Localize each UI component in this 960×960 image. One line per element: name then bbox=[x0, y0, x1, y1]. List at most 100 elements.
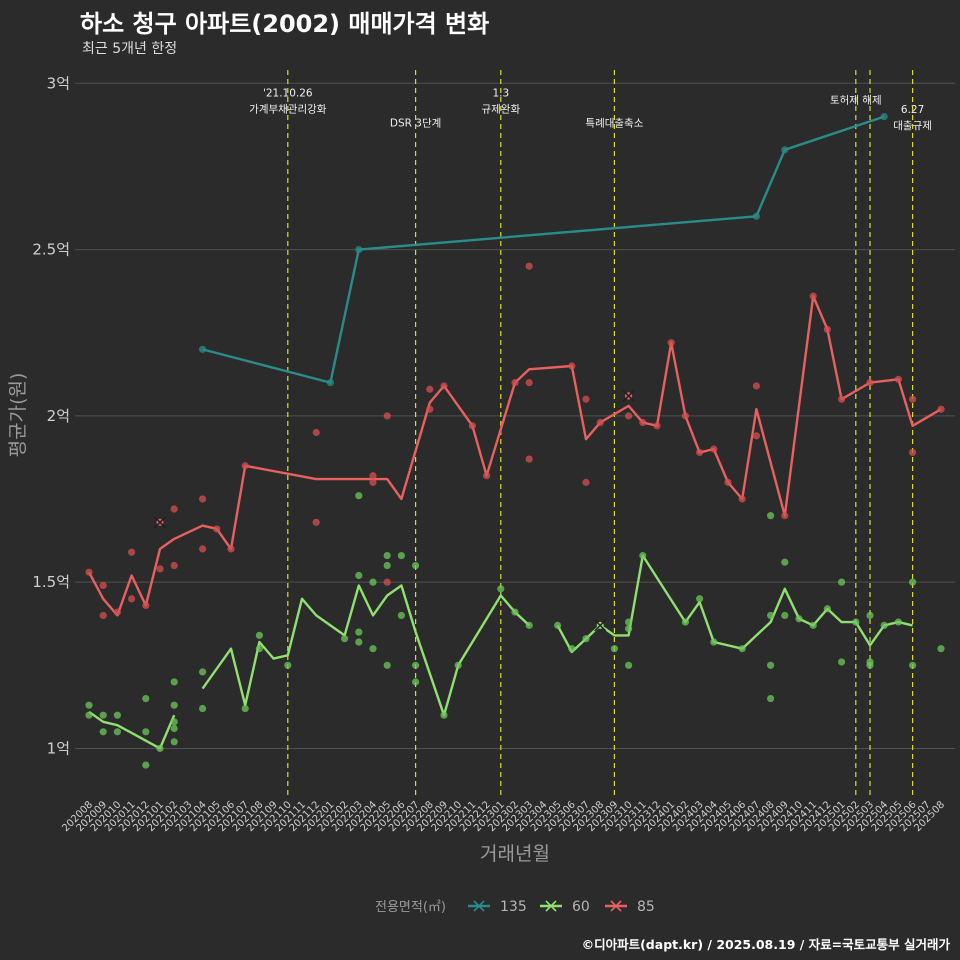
scatter-point-135 bbox=[355, 245, 363, 254]
scatter-point-60 bbox=[639, 551, 647, 560]
legend-item-85: 85 bbox=[605, 899, 655, 915]
scatter-point-60 bbox=[397, 611, 405, 620]
scatter-point-60 bbox=[170, 678, 178, 686]
chart-title: 하소 청구 아파트(2002) 매매가격 변화 bbox=[80, 10, 490, 38]
scatter-point-85 bbox=[582, 395, 590, 403]
scatter-point-85 bbox=[369, 478, 377, 486]
scatter-point-85 bbox=[113, 608, 121, 616]
scatter-point-60 bbox=[99, 728, 107, 736]
event-label: 규제완화 bbox=[481, 103, 520, 116]
scatter-point-60 bbox=[170, 718, 178, 726]
scatter-point-85 bbox=[653, 422, 661, 430]
scatter-point-85 bbox=[426, 385, 434, 393]
legend-title: 전용면적(㎡) bbox=[375, 900, 446, 915]
scatter-point-85 bbox=[369, 472, 377, 480]
scatter-point-60 bbox=[582, 635, 590, 643]
scatter-point-60 bbox=[710, 638, 718, 646]
scatter-point-60 bbox=[823, 605, 832, 613]
scatter-point-60 bbox=[767, 694, 775, 703]
scatter-point-60 bbox=[412, 561, 420, 570]
y-axis-ticks: 1억 1.5억 2억 2.5억 3억 bbox=[32, 74, 70, 757]
series-line-135 bbox=[202, 115, 885, 384]
legend-item-135: 135 bbox=[468, 899, 527, 915]
scatter-point-85 bbox=[809, 292, 817, 300]
cross-stroke bbox=[594, 619, 607, 632]
series-lines bbox=[87, 115, 942, 750]
event-label: '21.10.26 bbox=[263, 88, 313, 100]
legend-swatch-cross bbox=[545, 900, 557, 912]
scatter-points bbox=[85, 112, 945, 769]
scatter-point-135 bbox=[326, 379, 334, 387]
scatter-point-85 bbox=[909, 448, 917, 457]
scatter-point-60 bbox=[696, 595, 704, 603]
scatter-point-60 bbox=[937, 645, 945, 653]
scatter-point-60 bbox=[767, 512, 775, 520]
legend-label-135: 135 bbox=[500, 899, 527, 915]
scatter-point-60 bbox=[355, 628, 363, 636]
scatter-point-85 bbox=[170, 561, 178, 570]
scatter-point-85 bbox=[128, 595, 136, 603]
scatter-point-60 bbox=[511, 608, 519, 616]
scatter-point-135 bbox=[781, 146, 789, 154]
scatter-point-60 bbox=[781, 558, 789, 566]
scatter-point-85 bbox=[752, 432, 761, 440]
scatter-point-60 bbox=[838, 658, 846, 666]
scatter-point-60 bbox=[454, 661, 462, 669]
scatter-point-60 bbox=[738, 645, 746, 653]
scatter-point-60 bbox=[255, 645, 263, 653]
legend-swatch-cross bbox=[473, 900, 485, 912]
y-tick-label: 1억 bbox=[47, 739, 70, 757]
scatter-point-60 bbox=[525, 621, 533, 629]
scatter-point-85 bbox=[99, 581, 107, 590]
scatter-point-60 bbox=[497, 585, 505, 593]
scatter-point-85 bbox=[468, 422, 476, 430]
y-tick-label: 2억 bbox=[47, 407, 70, 425]
event-label: 가계부채관리강화 bbox=[249, 104, 327, 116]
scatter-point-85 bbox=[199, 495, 207, 503]
scatter-point-85 bbox=[752, 382, 761, 390]
scatter-point-60 bbox=[781, 611, 789, 620]
highlight-crosses bbox=[153, 389, 635, 632]
scatter-point-85 bbox=[483, 472, 491, 480]
scatter-point-60 bbox=[170, 701, 178, 709]
scatter-point-60 bbox=[383, 561, 391, 570]
scatter-point-85 bbox=[213, 525, 221, 533]
cross-stroke bbox=[622, 389, 635, 402]
scatter-point-60 bbox=[142, 694, 150, 703]
scatter-point-85 bbox=[838, 395, 846, 403]
scatter-point-60 bbox=[241, 704, 249, 713]
scatter-point-60 bbox=[397, 551, 405, 560]
scatter-point-85 bbox=[142, 601, 150, 610]
scatter-point-85 bbox=[866, 379, 874, 387]
legend-item-60: 60 bbox=[540, 899, 590, 915]
event-label: 6.27 bbox=[901, 104, 924, 116]
scatter-point-60 bbox=[170, 724, 178, 733]
cross-stroke bbox=[153, 516, 167, 529]
scatter-point-60 bbox=[85, 701, 93, 709]
scatter-point-85 bbox=[227, 545, 235, 553]
grid-lines bbox=[75, 82, 955, 749]
scatter-point-85 bbox=[199, 545, 207, 553]
scatter-point-85 bbox=[937, 405, 945, 413]
scatter-point-85 bbox=[625, 412, 633, 420]
scatter-point-85 bbox=[128, 548, 136, 556]
scatter-point-85 bbox=[525, 379, 533, 387]
y-tick-label: 3억 bbox=[47, 74, 70, 92]
y-axis-label: 평균가(원) bbox=[7, 373, 29, 458]
scatter-point-60 bbox=[142, 761, 150, 769]
scatter-point-60 bbox=[795, 615, 803, 623]
cross-marker-60 bbox=[594, 619, 607, 632]
scatter-point-85 bbox=[525, 455, 533, 463]
scatter-point-135 bbox=[199, 345, 207, 353]
legend-label-85: 85 bbox=[637, 899, 655, 915]
scatter-point-60 bbox=[85, 711, 93, 719]
scatter-point-60 bbox=[866, 661, 874, 669]
scatter-point-85 bbox=[99, 611, 107, 620]
scatter-point-60 bbox=[156, 744, 164, 753]
scatter-point-85 bbox=[909, 395, 917, 403]
scatter-point-60 bbox=[355, 571, 363, 580]
scatter-point-60 bbox=[284, 661, 292, 669]
scatter-point-60 bbox=[880, 621, 888, 629]
event-label: 대출규제 bbox=[893, 120, 932, 132]
scatter-point-60 bbox=[113, 711, 121, 719]
